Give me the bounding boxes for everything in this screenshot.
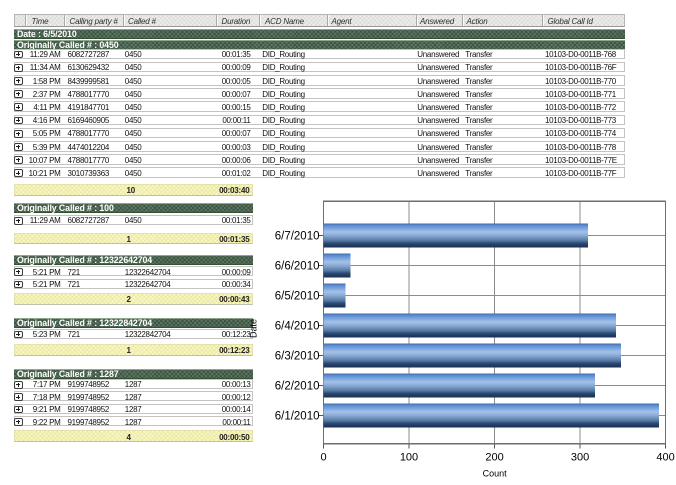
svg-text:6/1/2010: 6/1/2010: [275, 410, 320, 422]
svg-text:6/7/2010: 6/7/2010: [275, 230, 320, 242]
svg-text:Count: Count: [483, 469, 508, 479]
svg-text:400: 400: [656, 452, 674, 464]
svg-text:200: 200: [485, 452, 503, 464]
svg-text:300: 300: [571, 452, 589, 464]
svg-text:6/5/2010: 6/5/2010: [275, 290, 320, 302]
svg-text:6/2/2010: 6/2/2010: [275, 380, 320, 392]
svg-text:6/6/2010: 6/6/2010: [275, 260, 320, 272]
svg-text:100: 100: [400, 452, 418, 464]
svg-text:6/3/2010: 6/3/2010: [275, 350, 320, 362]
svg-text:0: 0: [320, 452, 326, 464]
svg-text:Date: Date: [249, 319, 259, 338]
svg-text:6/4/2010: 6/4/2010: [275, 320, 320, 332]
